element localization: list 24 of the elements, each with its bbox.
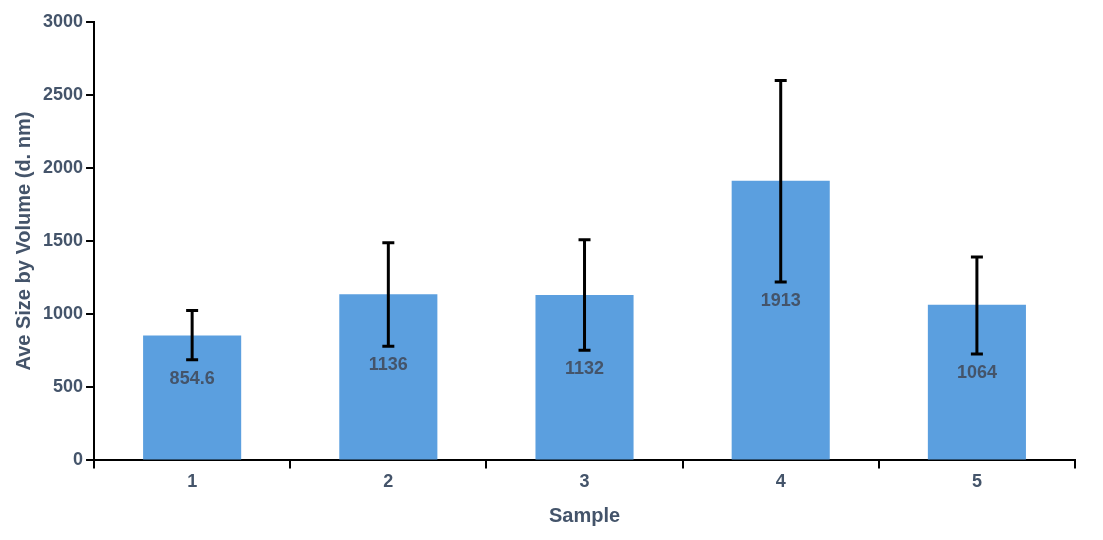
y-tick-label: 2500 [43, 83, 84, 104]
data-label: 1064 [956, 361, 997, 382]
x-tick-label: 5 [971, 471, 982, 492]
x-tick-label: 4 [775, 471, 786, 492]
y-tick-label: 3000 [43, 10, 84, 31]
y-tick-label: 1000 [43, 303, 84, 324]
x-tick-label: 3 [579, 471, 590, 492]
bar [927, 304, 1026, 460]
y-tick-label: 2000 [43, 156, 84, 177]
x-tick-label: 1 [187, 471, 198, 492]
data-label: 1136 [368, 354, 408, 375]
x-tick-label: 2 [383, 471, 394, 492]
data-label: 854.6 [169, 367, 215, 388]
bar [339, 294, 438, 460]
data-label: 1913 [760, 290, 801, 310]
x-axis-title: Sample [548, 503, 621, 526]
bar [731, 180, 830, 460]
data-label: 1132 [564, 358, 605, 379]
bar [535, 294, 634, 460]
y-tick-label: 1500 [43, 230, 84, 251]
y-tick-label: 0 [73, 449, 84, 470]
y-axis-title: Ave Size by Volume (d. nm) [11, 111, 34, 371]
bar [143, 335, 242, 460]
y-tick-label: 500 [53, 376, 84, 397]
